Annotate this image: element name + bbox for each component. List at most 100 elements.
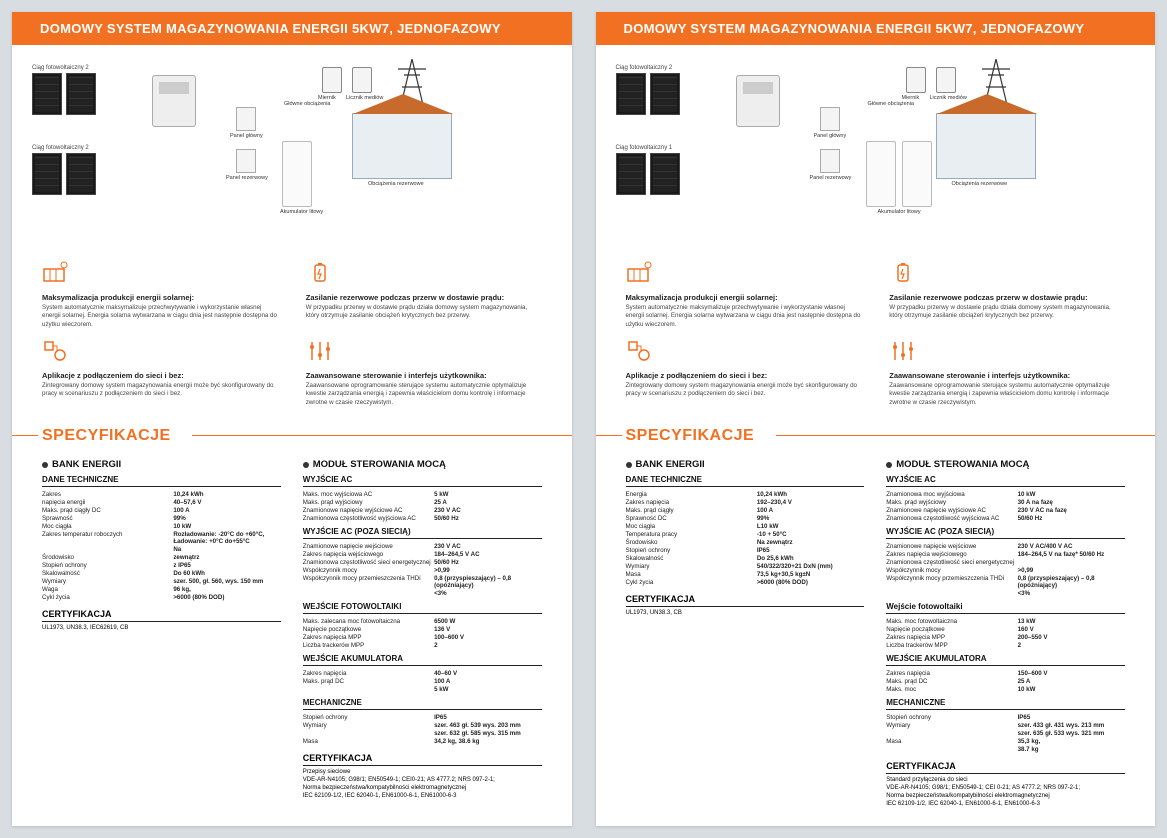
battery-label: Akumulator litowy bbox=[280, 209, 323, 215]
backup-load-label: Obciążenia rezerwowe bbox=[952, 181, 1008, 187]
spec-row: Cykl życia>6000 (80% DOD) bbox=[42, 593, 281, 601]
spec-row: Zakres napięcia MPP100–600 V bbox=[303, 633, 542, 641]
spec-row: Moc ciągłaL10 kW bbox=[626, 522, 865, 530]
feature-control: Zaawansowane sterowanie i interfejs użyt… bbox=[889, 339, 1125, 407]
cert-title-right: CERTYFIKACJA bbox=[886, 761, 1125, 774]
feature-grid-title: Aplikacje z podłączeniem do sieci i bez: bbox=[42, 371, 278, 380]
spec-row: Maks. moc wyjściowa AC5 kW bbox=[303, 490, 542, 498]
cert-text-right: Standard przyłączenia do sieciVDE-AR-N41… bbox=[886, 777, 1125, 808]
feature-backup-text: W przypadku przerwy w dostawie prądu dzi… bbox=[889, 304, 1125, 321]
spec-section-title: WYJŚCIE AC (POZA SIECIĄ) bbox=[886, 527, 1125, 539]
battery-icon bbox=[306, 261, 542, 289]
backup-panel-label: Panel rezerwowy bbox=[226, 175, 268, 181]
backup-panel-label: Panel rezerwowy bbox=[810, 175, 852, 181]
spec-row: Zakres napięcia192–230,4 V bbox=[626, 498, 865, 506]
spec-row: Energia10,24 kWh bbox=[626, 490, 865, 498]
main-panel-icon bbox=[236, 107, 256, 131]
spec-row: Zakres napięcia150–600 V bbox=[886, 669, 1125, 677]
main-load-label: Główne obciążenia bbox=[868, 101, 914, 107]
spec-section-title: MECHANICZNE bbox=[886, 698, 1125, 710]
spec-row: Współczynnik mocy>0,99 bbox=[303, 566, 542, 574]
spec-row: Znamionowe napięcie wyjściowe AC230 V AC bbox=[303, 506, 542, 514]
solar-icon bbox=[626, 261, 862, 289]
spec-row: SkalowalnośćDo 60 kWh bbox=[42, 569, 281, 577]
feature-backup-title: Zasilanie rezerwowe podczas przerw w dos… bbox=[889, 293, 1125, 302]
spec-col-right: MODUŁ STEROWANIA MOCĄ WYJŚCIE ACZnamiono… bbox=[886, 453, 1125, 808]
battery-icon-1 bbox=[866, 141, 896, 207]
feature-solar-text: System automatycznie maksymalizuje przec… bbox=[42, 304, 278, 329]
spec-row: szer. 635 gł. 533 wys. 321 mm bbox=[886, 729, 1125, 737]
bank-title: BANK ENERGII bbox=[626, 459, 865, 470]
solar-icon bbox=[42, 261, 278, 289]
spec-col-right: MODUŁ STEROWANIA MOCĄ WYJŚCIE ACMaks. mo… bbox=[303, 453, 542, 800]
house-icon bbox=[352, 113, 452, 179]
feature-control-title: Zaawansowane sterowanie i interfejs użyt… bbox=[306, 371, 542, 380]
tech-title: DANE TECHNICZNE bbox=[42, 475, 281, 487]
spec-row: Znamionowa częstotliwość sieci energetyc… bbox=[303, 558, 542, 566]
utility-meter-icon bbox=[936, 67, 956, 93]
meter-icon bbox=[322, 67, 342, 93]
battery-icon-1 bbox=[282, 141, 312, 207]
spec-row: Współczynnik mocy przemieszczenia THDi0,… bbox=[303, 574, 542, 589]
bank-title: BANK ENERGII bbox=[42, 459, 281, 470]
spec-section-title: WEJŚCIE FOTOWOLTAIKI bbox=[303, 602, 542, 614]
features-grid: Maksymalizacja produkcji energii solarne… bbox=[12, 255, 572, 421]
feature-backup: Zasilanie rezerwowe podczas przerw w dos… bbox=[889, 261, 1125, 329]
spec-row: Maks. moc fotowoltaiczna13 kW bbox=[886, 617, 1125, 625]
pv-array-1: Ciąg fotowoltaiczny 2 bbox=[616, 65, 680, 118]
page-title-band: DOMOWY SYSTEM MAGAZYNOWANIA ENERGII 5KW7… bbox=[596, 12, 1156, 45]
spec-row: Znamionowa częstotliwość wyjściowa AC50/… bbox=[303, 514, 542, 522]
spec-row: SkalowalnośćDo 25,6 kWh bbox=[626, 554, 865, 562]
spec-row: Zakres napięcia wejściowego184–264,5 V A… bbox=[303, 550, 542, 558]
spec-row: Moc ciągła10 kW bbox=[42, 522, 281, 530]
tech-title: DANE TECHNICZNE bbox=[626, 475, 865, 487]
spec-row: 38.7 kg bbox=[886, 745, 1125, 753]
feature-backup: Zasilanie rezerwowe podczas przerw w dos… bbox=[306, 261, 542, 329]
spec-row: Napięcie początkowe136 V bbox=[303, 625, 542, 633]
spec-row: Maks. prąd DC100 A bbox=[303, 677, 542, 685]
utility-meter-icon bbox=[352, 67, 372, 93]
spec-row: Sprawność DC99% bbox=[626, 514, 865, 522]
spec-columns: BANK ENERGII DANE TECHNICZNE Zakres10,24… bbox=[12, 449, 572, 800]
system-diagram: Ciąg fotowoltaiczny 2 Ciąg fotowoltaiczn… bbox=[12, 45, 572, 255]
spec-row: Środowiskozewnątrz bbox=[42, 553, 281, 561]
spec-row: Masa73,5 kg+30,5 kg±N bbox=[626, 570, 865, 578]
battery-icon-2 bbox=[902, 141, 932, 207]
tech-rows: Zakres10,24 kWhnapięcia energii40–57,6 V… bbox=[42, 490, 281, 601]
grid-icon bbox=[626, 339, 862, 367]
spec-section-title: WYJŚCIE AC (POZA SIECIĄ) bbox=[303, 527, 542, 539]
spec-row: Znamionowe napięcie wejściowe230 V AC bbox=[303, 542, 542, 550]
mod-title: MODUŁ STEROWANIA MOCĄ bbox=[886, 459, 1125, 470]
sliders-icon bbox=[889, 339, 1125, 367]
page-title-band: DOMOWY SYSTEM MAGAZYNOWANIA ENERGII 5KW7… bbox=[12, 12, 572, 45]
pv-array-2-label: Ciąg fotowoltaiczny 2 bbox=[32, 145, 96, 151]
spec-row: Cykl życia>6000 (80% DOD) bbox=[626, 578, 865, 586]
spec-col-left: BANK ENERGII DANE TECHNICZNE Energia10,2… bbox=[626, 453, 865, 808]
feature-grid: Aplikacje z podłączeniem do sieci i bez:… bbox=[42, 339, 278, 407]
pv-array-2: Ciąg fotowoltaiczny 2 bbox=[32, 145, 96, 198]
feature-control-text: Zaawansowane oprogramowanie sterujące sy… bbox=[889, 382, 1125, 407]
mod-sections: WYJŚCIE ACZnamionowa moc wyjściowa10 kWM… bbox=[886, 475, 1125, 753]
spec-row: Sprawność99% bbox=[42, 514, 281, 522]
battery-icon bbox=[889, 261, 1125, 289]
spec-row: Maks. zalecana moc fotowoltaiczna6500 W bbox=[303, 617, 542, 625]
spec-row: Masa34,2 kg, 38.6 kg bbox=[303, 737, 542, 745]
spec-row: Współczynnik mocy przemieszczenia THDi0,… bbox=[886, 574, 1125, 589]
spec-row: Na bbox=[42, 545, 281, 553]
spec-row: Maks. prąd ciągły DC100 A bbox=[42, 506, 281, 514]
cert-text-right: Przepisy siecioweVDE-AR-N4105; G98/1; EN… bbox=[303, 769, 542, 800]
spec-row: 5 kW bbox=[303, 685, 542, 693]
spec-row: Waga96 kg, bbox=[42, 585, 281, 593]
spec-columns: BANK ENERGII DANE TECHNICZNE Energia10,2… bbox=[596, 449, 1156, 808]
pv-array-1-label: Ciąg fotowoltaiczny 2 bbox=[616, 65, 680, 71]
spec-row: Stopień ochronyIP65 bbox=[303, 713, 542, 721]
spec-row: szer. 632 gł. 585 wys. 315 mm bbox=[303, 729, 542, 737]
spec-row: Wymiaryszer. 433 gł. 431 wys. 213 mm bbox=[886, 721, 1125, 729]
spec-row: Znamionowa częstotliwość sieci energetyc… bbox=[886, 558, 1125, 566]
sliders-icon bbox=[306, 339, 542, 367]
feature-grid: Aplikacje z podłączeniem do sieci i bez:… bbox=[626, 339, 862, 407]
backup-load-label: Obciążenia rezerwowe bbox=[368, 181, 424, 187]
spec-row: Napięcie początkowe160 V bbox=[886, 625, 1125, 633]
spec-section-title: WYJŚCIE AC bbox=[886, 475, 1125, 487]
main-load-label: Główne obciążenia bbox=[284, 101, 330, 107]
